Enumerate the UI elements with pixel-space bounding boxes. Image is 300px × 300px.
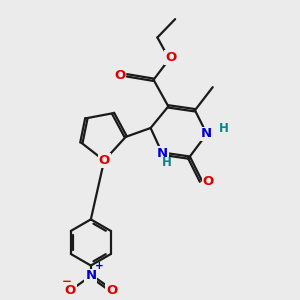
Text: O: O — [165, 51, 176, 64]
Text: O: O — [98, 154, 110, 167]
Text: −: − — [62, 275, 72, 288]
Text: +: + — [95, 261, 104, 272]
Text: N: N — [85, 269, 96, 282]
Text: H: H — [219, 122, 229, 135]
Text: N: N — [201, 128, 212, 140]
Text: O: O — [114, 69, 125, 82]
Text: O: O — [106, 284, 117, 297]
Text: N: N — [157, 147, 168, 160]
Text: O: O — [64, 284, 76, 297]
Text: O: O — [202, 175, 214, 188]
Text: H: H — [162, 156, 172, 169]
